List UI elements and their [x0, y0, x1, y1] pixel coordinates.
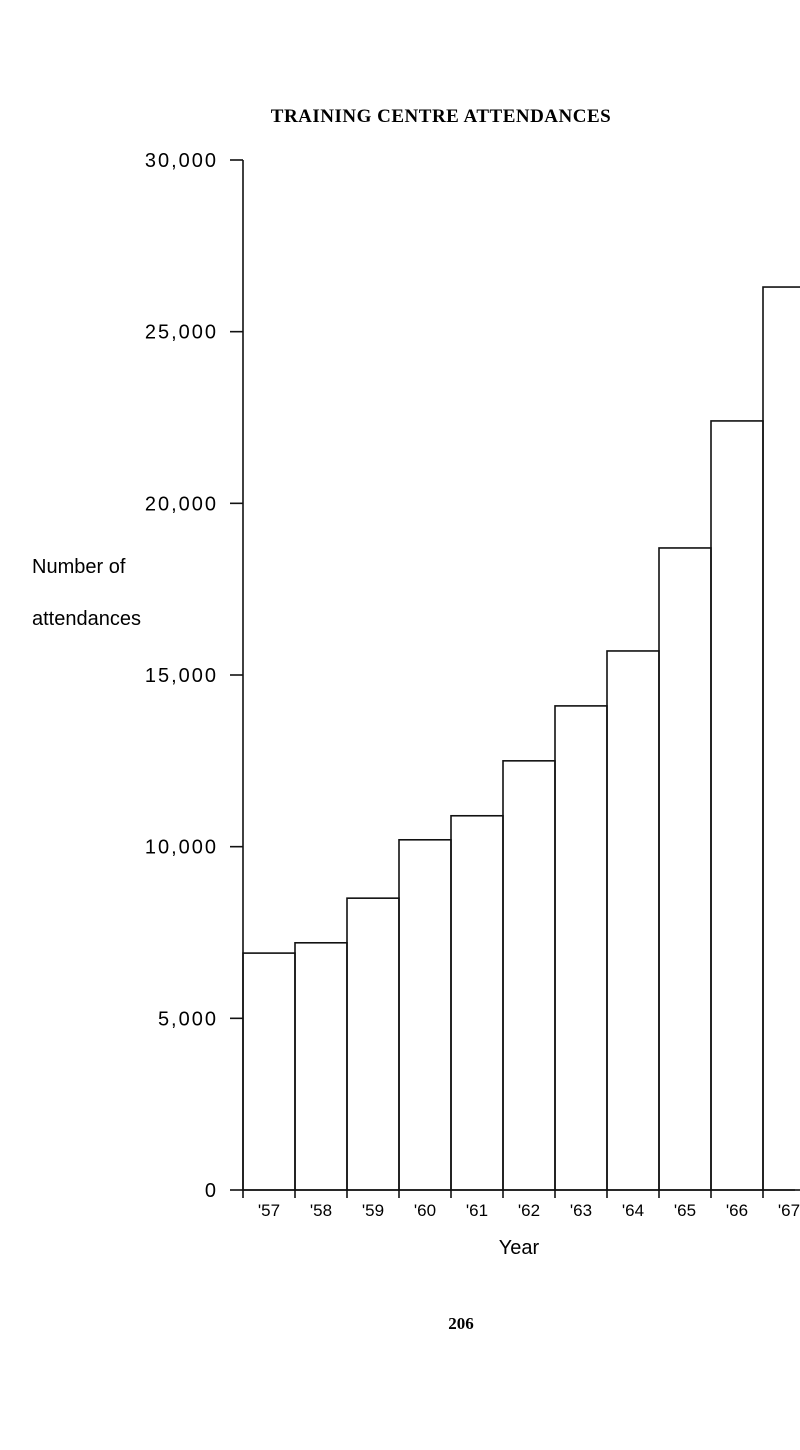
x-tick-label: '60 [414, 1201, 436, 1220]
y-tick-label: 15,000 [145, 665, 218, 687]
y-tick-label: 30,000 [145, 150, 218, 172]
x-tick-label: '64 [622, 1201, 644, 1220]
y-tick-label: 5,000 [158, 1008, 218, 1030]
x-tick-label: '67 [778, 1201, 800, 1220]
bar-67 [762, 286, 800, 1191]
x-tick-label: '62 [518, 1201, 540, 1220]
x-tick-label: '63 [570, 1201, 592, 1220]
x-tick-label: '59 [362, 1201, 384, 1220]
y-axis-ticks: 0 5,000 10,000 15,000 20,000 25,000 30,000 [145, 150, 243, 1202]
x-axis-label: Year [499, 1237, 540, 1259]
bar-61 [450, 814, 504, 1191]
bar-59 [346, 897, 400, 1191]
y-axis-label-line-2: attendances [32, 608, 141, 630]
x-tick-label: '61 [466, 1201, 488, 1220]
y-axis-label-line-1: Number of [32, 556, 126, 578]
chart-title: TRAINING CENTRE ATTENDANCES [271, 106, 611, 127]
bar-65 [658, 547, 712, 1191]
x-tick-label: '57 [258, 1201, 280, 1220]
bar-64 [606, 650, 660, 1191]
bar-66 [710, 420, 764, 1191]
bar-58 [294, 941, 348, 1191]
bar-62 [502, 760, 556, 1191]
bar-57 [242, 952, 296, 1191]
y-tick-label: 20,000 [145, 493, 218, 515]
x-tick-label: '65 [674, 1201, 696, 1220]
y-tick-label: 10,000 [145, 837, 218, 859]
x-axis-ticks: '57 '58 '59 '60 '61 '62 '63 '64 '65 '66 '67 [242, 1190, 800, 1220]
bars-group [242, 286, 800, 1191]
page-number: 206 [448, 1314, 474, 1333]
x-tick-label: '66 [726, 1201, 748, 1220]
x-tick-label: '58 [310, 1201, 332, 1220]
y-tick-label: 25,000 [145, 322, 218, 344]
bar-60 [398, 838, 452, 1191]
bar-63 [554, 705, 608, 1191]
y-tick-label: 0 [205, 1180, 218, 1202]
